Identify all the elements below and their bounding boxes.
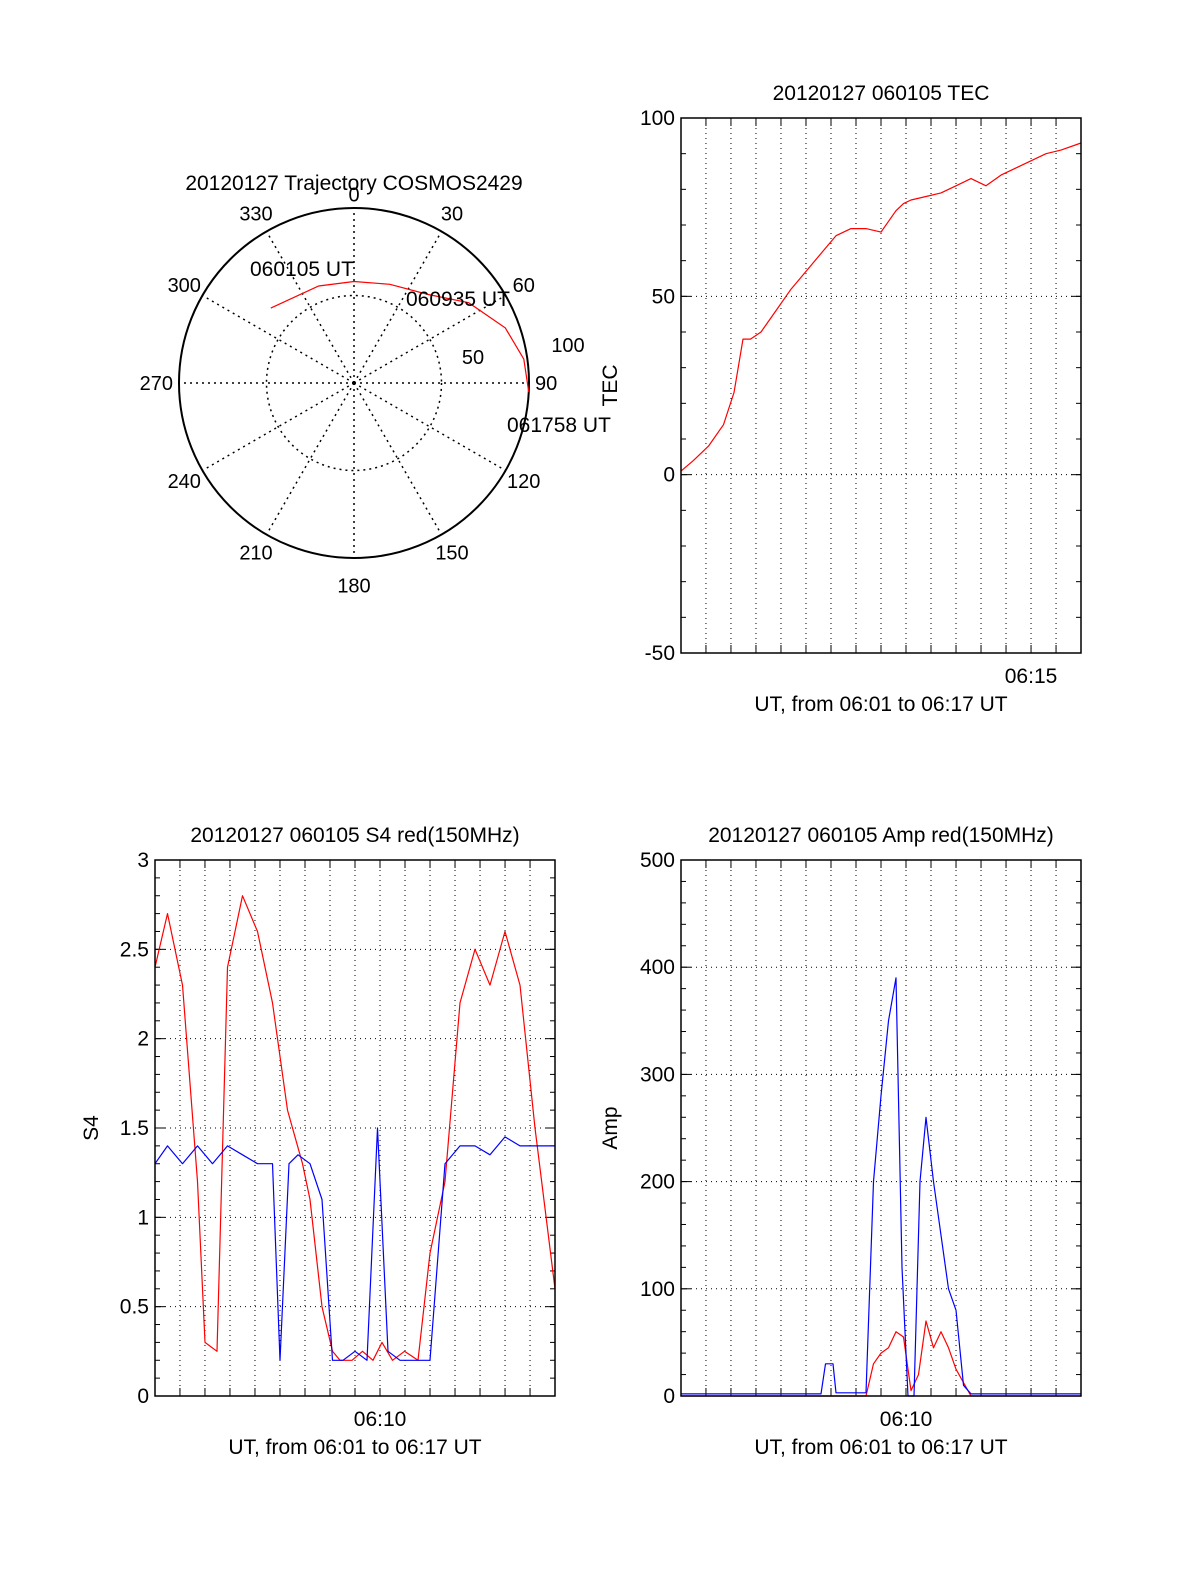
polar-spoke-30 [353,231,443,384]
time-mark-1: 060935 UT [406,288,510,311]
azimuth-label-150: 150 [435,543,468,565]
azimuth-label-270: 270 [140,373,173,395]
s4-ytick-label: 2 [137,1028,149,1051]
amp-series-0 [681,1320,1081,1397]
polar-spoke-120 [353,382,506,472]
amp-ytick-label: 500 [640,849,675,872]
s4-ytick-label: 1.5 [120,1117,149,1140]
tec-ytick-label: 100 [640,107,675,130]
s4-frame [154,859,556,1397]
s4-xtick-label: 06:10 [354,1408,407,1431]
amp-xtick-label: 06:10 [880,1408,933,1431]
s4-ylabel: S4 [80,1115,103,1141]
s4-xlabel: UT, from 06:01 to 06:17 UT [228,1436,481,1459]
amp-ytick-label: 400 [640,956,675,979]
s4-ytick-label: 3 [137,849,149,872]
s4-ytick-label: 0 [137,1385,149,1408]
amp-series-1 [681,977,1081,1397]
azimuth-label-240: 240 [168,471,201,493]
tec-line-chart: 20120127 060105 TEC -50 0 50 100 06:15 UT, fro… [599,82,1082,716]
tec-xtick-label: 06:15 [1005,665,1058,688]
tec-ytick-label: -50 [645,642,675,665]
amp-ytick-label: 0 [663,1385,675,1408]
radial-label-50: 50 [462,347,484,369]
amp-xlabel: UT, from 06:01 to 06:17 UT [754,1436,1007,1459]
azimuth-label-60: 60 [513,275,535,297]
azimuth-label-90: 90 [535,373,557,395]
time-mark-2: 061758 UT [507,414,611,437]
azimuth-label-0: 0 [348,185,359,207]
tec-ytick-label: 0 [663,464,675,487]
tec-series-0 [680,142,1082,472]
amp-ytick-label: 200 [640,1171,675,1194]
polar-ring-50 [265,294,443,472]
polar-title: 20120127 Trajectory COSMOS2429 [185,172,522,195]
tec-ylabel: TEC [599,365,622,407]
azimuth-label-180: 180 [337,576,370,598]
polar-spoke-330 [265,231,355,384]
radial-label-100: 100 [551,335,584,357]
amp-ytick-label: 100 [640,1278,675,1301]
amp-ylabel: Amp [599,1106,622,1149]
tec-ytick-label: 50 [652,285,675,308]
s4-series-0 [154,895,556,1361]
s4-ytick-label: 1 [137,1206,149,1229]
polar-spoke-240 [202,382,355,472]
polar-spoke-150 [353,382,443,535]
amp-line-chart: 20120127 060105 Amp red(150MHz) 0 100 200 30… [599,824,1082,1459]
amp-frame [680,859,1082,1397]
azimuth-label-210: 210 [239,543,272,565]
tec-frame [680,117,1082,654]
s4-series-1 [154,1127,555,1361]
trajectory-track [270,280,530,393]
azimuth-label-30: 30 [441,203,463,225]
s4-ytick-label: 0.5 [120,1296,149,1319]
polar-spoke-300 [202,294,355,384]
azimuth-label-330: 330 [239,203,272,225]
azimuth-label-300: 300 [168,275,201,297]
s4-title: 20120127 060105 S4 red(150MHz) [190,824,519,847]
s4-ytick-label: 2.5 [120,938,149,961]
amp-title: 20120127 060105 Amp red(150MHz) [708,824,1054,847]
tec-xlabel: UT, from 06:01 to 06:17 UT [754,693,1007,716]
amp-ytick-label: 300 [640,1063,675,1086]
time-mark-0: 060105 UT [250,258,354,281]
azimuth-label-120: 120 [507,471,540,493]
s4-line-chart: 20120127 060105 S4 red(150MHz) 0 0.5 1 1.5 2 2… [80,824,556,1459]
polar-spoke-210 [265,382,355,535]
tec-title: 20120127 060105 TEC [773,82,990,105]
